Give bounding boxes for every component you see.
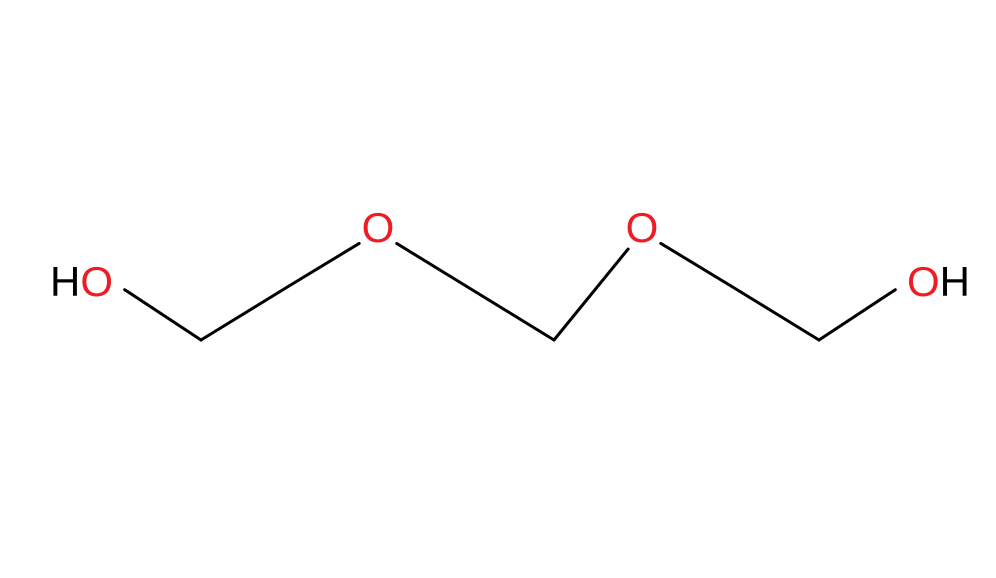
bond bbox=[201, 286, 289, 340]
bond bbox=[466, 286, 554, 340]
bond bbox=[554, 249, 628, 340]
oxygen-label: O bbox=[362, 204, 395, 251]
bonds-group bbox=[125, 243, 896, 340]
bond bbox=[125, 290, 201, 340]
bond bbox=[731, 286, 819, 340]
bond bbox=[397, 244, 466, 286]
hydroxyl-label: HO bbox=[50, 258, 113, 305]
molecule-diagram: HO O O OH bbox=[0, 0, 996, 578]
bond bbox=[661, 243, 731, 286]
hydroxyl-label: OH bbox=[907, 258, 970, 305]
bond bbox=[819, 290, 895, 340]
bond bbox=[289, 243, 359, 286]
oxygen-label: O bbox=[626, 204, 659, 251]
atom-labels-group: HO O O OH bbox=[50, 204, 970, 305]
